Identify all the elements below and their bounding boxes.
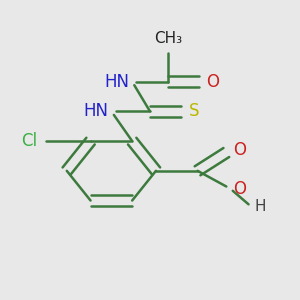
Text: CH₃: CH₃ <box>154 31 182 46</box>
Text: O: O <box>233 141 246 159</box>
Text: H: H <box>254 199 266 214</box>
Text: Cl: Cl <box>21 132 37 150</box>
Text: S: S <box>189 102 199 120</box>
Text: O: O <box>206 73 220 91</box>
Text: O: O <box>233 180 246 198</box>
Text: HN: HN <box>83 102 108 120</box>
Text: HN: HN <box>104 73 129 91</box>
